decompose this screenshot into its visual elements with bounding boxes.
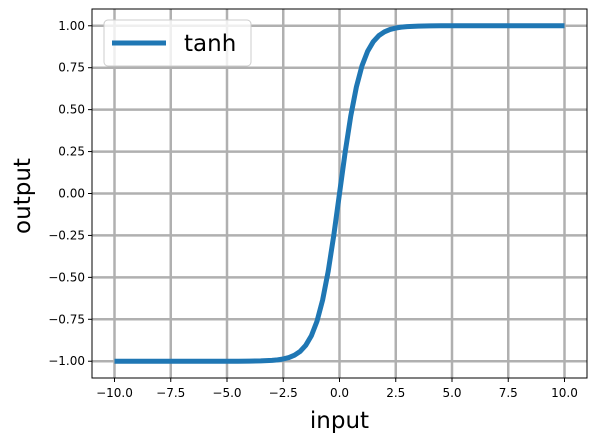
y-tick-label: −0.25 xyxy=(48,228,85,242)
y-tick-label: 0.00 xyxy=(58,187,85,201)
x-tick-label: 7.5 xyxy=(499,386,518,400)
y-tick-label: 0.75 xyxy=(58,61,85,75)
x-tick-label: 10.0 xyxy=(551,386,578,400)
x-tick-label: −10.0 xyxy=(96,386,133,400)
y-tick-label: −1.00 xyxy=(48,354,85,368)
y-tick-label: 0.25 xyxy=(58,145,85,159)
series-layer xyxy=(114,23,565,364)
x-axis-ticks: −10.0 −7.5 −5.0 −2.5 0.0 2.5 5.0 7.5 10.0 xyxy=(96,378,578,400)
legend-label-tanh: tanh xyxy=(184,31,236,57)
x-axis-label: input xyxy=(310,408,369,434)
y-axis-label: output xyxy=(10,158,36,234)
x-tick-label: −2.5 xyxy=(269,386,298,400)
y-tick-label: −0.50 xyxy=(48,270,85,284)
y-tick-label: −0.75 xyxy=(48,312,85,326)
x-tick-label: 0.0 xyxy=(330,386,349,400)
y-tick-label: 1.00 xyxy=(58,19,85,33)
y-tick-label: 0.50 xyxy=(58,103,85,117)
y-axis-ticks: −1.00 −0.75 −0.50 −0.25 0.00 0.25 0.50 0.75 1.00 xyxy=(48,19,92,368)
legend: tanh xyxy=(103,19,252,67)
legend-box xyxy=(103,19,252,67)
x-tick-label: −7.5 xyxy=(156,386,185,400)
x-tick-label: 5.0 xyxy=(442,386,461,400)
series-line-tanh xyxy=(114,23,565,364)
x-tick-label: 2.5 xyxy=(386,386,405,400)
x-tick-label: −5.0 xyxy=(212,386,241,400)
